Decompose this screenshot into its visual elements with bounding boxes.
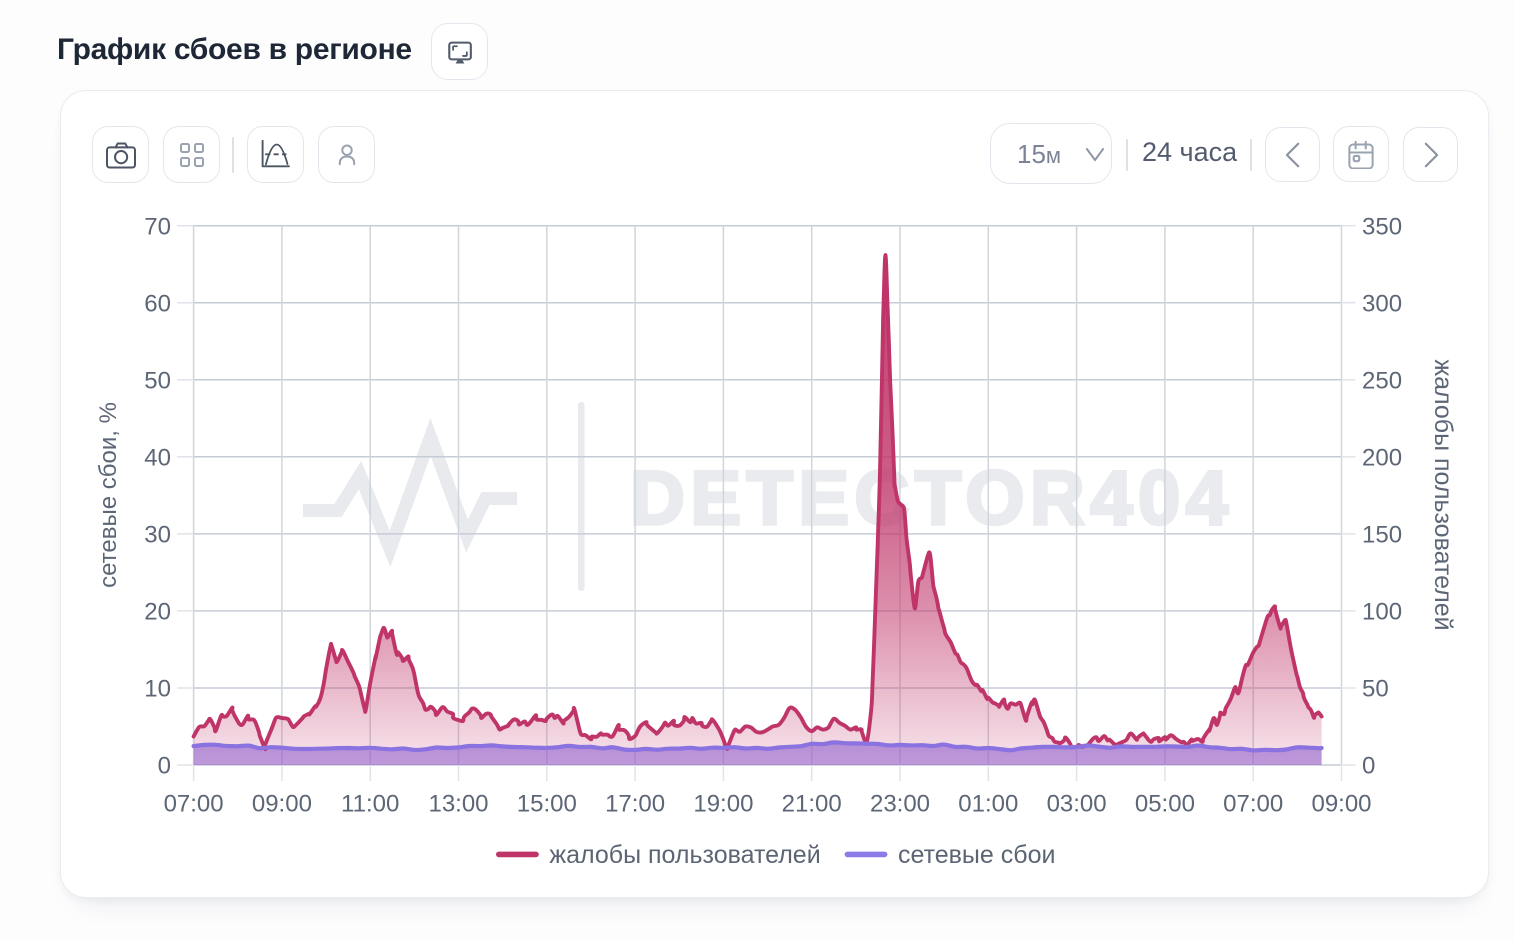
svg-text:50: 50 <box>144 367 171 394</box>
svg-text:21:00: 21:00 <box>782 791 842 818</box>
svg-text:09:00: 09:00 <box>1311 791 1371 818</box>
svg-text:0: 0 <box>158 753 171 780</box>
svg-text:07:00: 07:00 <box>1223 791 1283 818</box>
svg-text:01:00: 01:00 <box>958 791 1018 818</box>
svg-text:жалобы пользователей: жалобы пользователей <box>1429 359 1457 630</box>
svg-text:30: 30 <box>144 522 171 549</box>
svg-text:70: 70 <box>144 213 171 240</box>
svg-text:10: 10 <box>144 676 171 703</box>
svg-text:сетевые сбои: сетевые сбои <box>898 841 1055 869</box>
svg-text:350: 350 <box>1362 213 1402 240</box>
svg-text:60: 60 <box>144 290 171 317</box>
svg-text:250: 250 <box>1362 367 1402 394</box>
svg-text:15:00: 15:00 <box>517 791 577 818</box>
svg-text:сетевые сбои, %: сетевые сбои, % <box>95 402 122 588</box>
svg-text:13:00: 13:00 <box>428 791 488 818</box>
svg-text:17:00: 17:00 <box>605 791 665 818</box>
svg-text:100: 100 <box>1362 599 1402 626</box>
svg-text:50: 50 <box>1362 676 1389 703</box>
svg-text:09:00: 09:00 <box>252 791 312 818</box>
svg-text:40: 40 <box>144 444 171 471</box>
svg-text:жалобы пользователей: жалобы пользователей <box>549 841 820 869</box>
svg-text:05:00: 05:00 <box>1135 791 1195 818</box>
svg-text:03:00: 03:00 <box>1047 791 1107 818</box>
svg-text:19:00: 19:00 <box>693 791 753 818</box>
svg-text:150: 150 <box>1362 522 1402 549</box>
svg-text:23:00: 23:00 <box>870 791 930 818</box>
svg-text:300: 300 <box>1362 290 1402 317</box>
svg-text:0: 0 <box>1362 753 1375 780</box>
svg-text:200: 200 <box>1362 444 1402 471</box>
svg-text:07:00: 07:00 <box>164 791 224 818</box>
svg-text:11:00: 11:00 <box>341 791 399 818</box>
svg-text:DETECTOR404: DETECTOR404 <box>630 456 1231 541</box>
svg-text:20: 20 <box>144 599 171 626</box>
